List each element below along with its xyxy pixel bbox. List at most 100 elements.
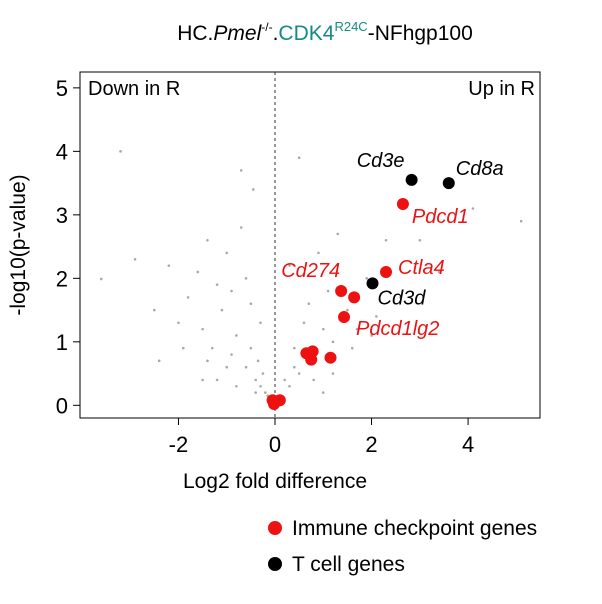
gene-label: Cd274 [281, 260, 340, 282]
background-point [206, 238, 209, 242]
gene-label: Pdcd1 [412, 206, 469, 228]
background-point [215, 378, 219, 382]
y-tick-label: 5 [56, 76, 68, 101]
gene-label: Cd8a [456, 158, 504, 180]
background-point [326, 289, 330, 293]
y-tick-label: 4 [56, 139, 68, 164]
background-point [355, 327, 359, 331]
title-part: -NFhgp100 [368, 22, 473, 45]
title-part: R24C [334, 19, 367, 34]
annotation: Up in R [468, 78, 535, 100]
gene-point [268, 398, 281, 411]
background-point [157, 359, 161, 363]
gene-point [338, 311, 351, 324]
background-point [206, 359, 209, 363]
y-tick-label: 3 [56, 203, 68, 228]
background-point [302, 321, 306, 325]
background-point [220, 308, 224, 312]
x-tick-label: -2 [169, 432, 189, 457]
background-point [181, 346, 185, 350]
background-point [471, 207, 475, 210]
background-point [399, 296, 402, 299]
background-point [321, 327, 325, 331]
background-point [225, 365, 229, 369]
background-point [331, 340, 335, 344]
gene-point [396, 198, 409, 211]
background-point [215, 283, 219, 286]
background-point [153, 308, 156, 312]
legend-swatch [268, 557, 282, 571]
x-axis-title: Log2 fold difference [183, 470, 367, 493]
annotation: Down in R [88, 78, 180, 100]
background-point [312, 378, 315, 382]
background-point [283, 378, 286, 382]
background-point [239, 226, 243, 229]
title-part: Pmel [213, 22, 262, 45]
background-point [384, 238, 388, 242]
gene-label: Cd3e [357, 150, 405, 172]
background-point [186, 296, 190, 299]
background-point [336, 232, 340, 236]
background-point [437, 270, 441, 274]
y-tick-label: 0 [56, 393, 68, 418]
background-point [133, 257, 137, 261]
gene-point [366, 277, 379, 290]
background-point [261, 372, 265, 375]
background-point [235, 334, 238, 337]
background-point [201, 327, 204, 331]
background-point [307, 302, 311, 306]
plot-frame [79, 71, 541, 419]
background-point [256, 359, 260, 363]
background-point [167, 264, 171, 267]
background-point [210, 346, 214, 350]
background-point [297, 156, 301, 160]
background-point [251, 188, 255, 191]
background-point [249, 302, 253, 306]
gene-point [348, 291, 361, 304]
background-point [293, 365, 296, 369]
legend-label: T cell genes [292, 553, 405, 576]
background-point [264, 391, 267, 394]
background-point [99, 277, 103, 281]
background-point [519, 219, 523, 223]
background-point [225, 251, 229, 255]
background-point [201, 378, 204, 382]
background-point [230, 289, 233, 293]
gene-point [442, 177, 455, 190]
background-point [418, 238, 422, 242]
background-point [119, 150, 122, 153]
background-point [375, 315, 378, 318]
gene-label: Cd3d [378, 287, 427, 309]
chart-title: HC.Pmel-/-.CDK4R24C-NFhgp100 [177, 19, 473, 45]
x-tick-label: 4 [462, 432, 474, 457]
title-part: CDK4 [278, 22, 334, 45]
background-point [235, 384, 238, 388]
background-point [249, 346, 253, 350]
background-point [230, 353, 233, 356]
gene-point [380, 265, 393, 278]
background-point [321, 391, 325, 394]
y-tick-label: 1 [56, 330, 68, 355]
background-point [177, 321, 180, 325]
legend-label: Immune checkpoint genes [292, 517, 537, 540]
background-point [331, 372, 335, 375]
background-point [244, 277, 248, 280]
gene-point [324, 351, 337, 364]
title-part: HC. [177, 22, 213, 45]
title-part: . [273, 22, 279, 45]
background-point [259, 384, 262, 388]
background-point [370, 334, 373, 337]
background-point [288, 264, 291, 267]
gene-point [335, 285, 348, 298]
gene-label: Pdcd1lg2 [356, 318, 439, 340]
gene-point [305, 353, 318, 366]
background-point [239, 169, 243, 172]
background-point [254, 391, 257, 394]
background-point [350, 346, 354, 350]
background-point [196, 270, 200, 274]
background-point [244, 365, 248, 369]
background-point [365, 277, 369, 280]
y-tick-label: 2 [56, 266, 68, 291]
background-point [346, 308, 349, 312]
